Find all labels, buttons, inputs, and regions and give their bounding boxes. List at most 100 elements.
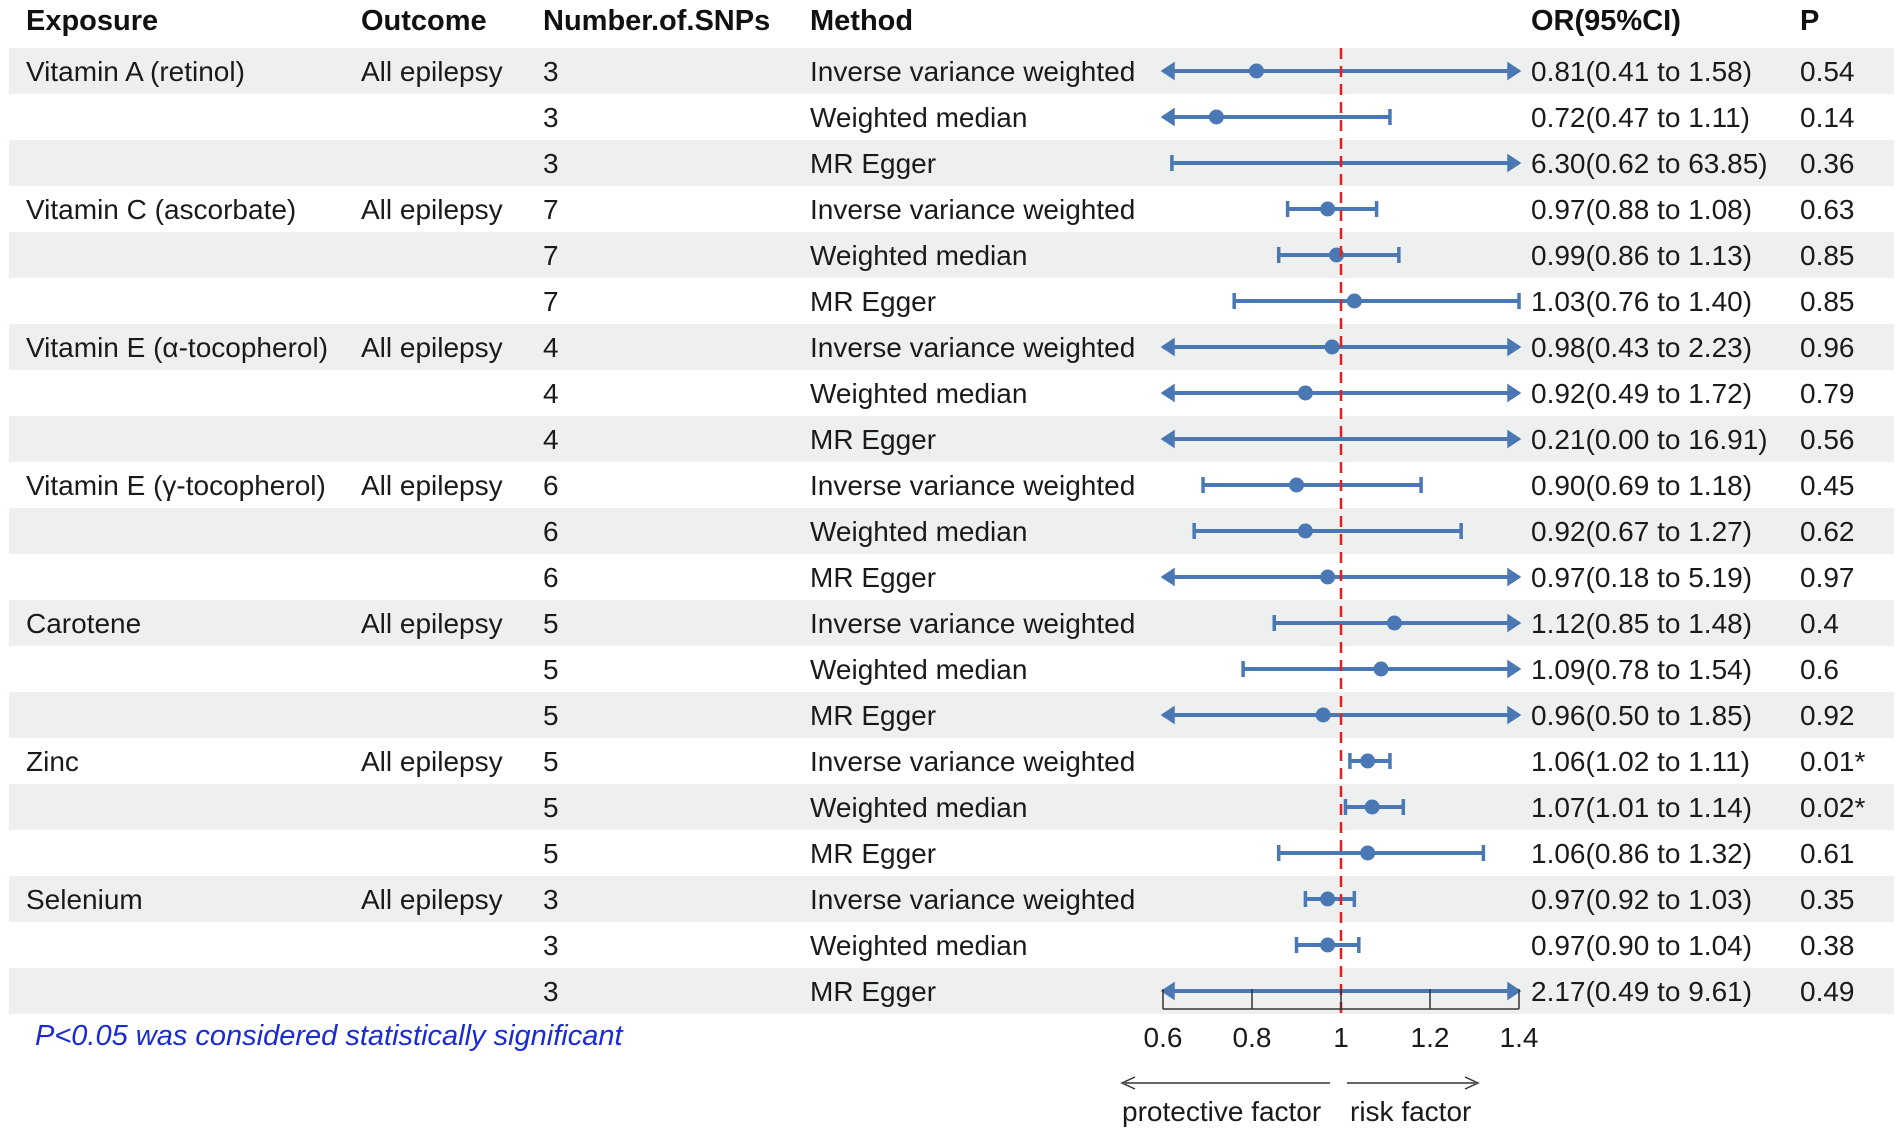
cell-outcome: All epilepsy (361, 56, 503, 87)
row-band (9, 324, 1894, 370)
table-row: 4 MR Egger 0.21(0.00 to 16.91) 0.56 (543, 424, 1855, 455)
table-row: 7 Weighted median 0.99(0.86 to 1.13) 0.85 (543, 240, 1855, 271)
cell-exposure: Vitamin E (γ-tocopherol) (26, 470, 326, 501)
cell-outcome: All epilepsy (361, 332, 503, 363)
row-bands (9, 48, 1894, 1014)
x-axis: 0.6 0.8 1 1.2 1.4 (1144, 989, 1539, 1053)
cell-exposure: Vitamin E (α-tocopherol) (26, 332, 328, 363)
table-row: 3 MR Egger 6.30(0.62 to 63.85) 0.36 (543, 148, 1855, 179)
cell-or-text: 0.81(0.41 to 1.58) (1531, 56, 1752, 87)
cell-p: 0.96 (1800, 332, 1855, 363)
cell-method: MR Egger (810, 424, 936, 455)
cell-snps: 5 (543, 654, 559, 685)
row-band (9, 508, 1894, 554)
or-point (1324, 339, 1340, 355)
header-method: Method (810, 5, 913, 37)
table-row: Selenium All epilepsy 3 Inverse variance we… (26, 884, 1855, 915)
row-band (9, 784, 1894, 830)
header-or: OR(95%CI) (1531, 5, 1681, 37)
table-header: Exposure Outcome Number.of.SNPs Method O… (26, 5, 1819, 37)
cell-p: 0.56 (1800, 424, 1855, 455)
row-band (9, 140, 1894, 186)
cell-snps: 7 (543, 240, 559, 271)
ci-left-arrow (1160, 567, 1175, 587)
cell-method: Weighted median (810, 654, 1027, 685)
ci-right-arrow (1507, 705, 1522, 725)
table-row: 5 MR Egger 0.96(0.50 to 1.85) 0.92 (543, 700, 1855, 731)
cell-method: Weighted median (810, 930, 1027, 961)
cell-outcome: All epilepsy (361, 608, 503, 639)
cell-or-text: 0.96(0.50 to 1.85) (1531, 700, 1752, 731)
cell-p: 0.79 (1800, 378, 1855, 409)
or-point (1346, 293, 1362, 309)
cell-or-text: 0.21(0.00 to 16.91) (1531, 424, 1768, 455)
cell-p: 0.4 (1800, 608, 1839, 639)
cell-or-text: 0.97(0.90 to 1.04) (1531, 930, 1752, 961)
or-point (1320, 937, 1336, 953)
cell-p: 0.38 (1800, 930, 1855, 961)
row-band (9, 416, 1894, 462)
tick-label: 1 (1333, 1022, 1349, 1053)
table-row: Vitamin C (ascorbate) All epilepsy 7 Invers… (26, 194, 1855, 225)
ci-left-arrow (1160, 107, 1175, 127)
cell-p: 0.6 (1800, 654, 1839, 685)
cell-snps: 5 (543, 838, 559, 869)
cell-snps: 3 (543, 148, 559, 179)
or-point (1320, 569, 1336, 585)
table-row: 5 Weighted median 1.07(1.01 to 1.14) 0.02* (543, 792, 1865, 823)
cell-or-text: 1.07(1.01 to 1.14) (1531, 792, 1752, 823)
table-row: 6 MR Egger 0.97(0.18 to 5.19) 0.97 (543, 562, 1855, 593)
cell-or-text: 0.97(0.88 to 1.08) (1531, 194, 1752, 225)
ci-left-arrow (1160, 705, 1175, 725)
ci-right-arrow (1507, 659, 1522, 679)
cell-method: MR Egger (810, 838, 936, 869)
or-point (1297, 385, 1313, 401)
cell-method: Weighted median (810, 792, 1027, 823)
cell-p: 0.01* (1800, 746, 1865, 777)
ci-right-arrow (1507, 567, 1522, 587)
row-band (9, 968, 1894, 1014)
cell-method: MR Egger (810, 562, 936, 593)
cell-p: 0.85 (1800, 286, 1855, 317)
row-band (9, 692, 1894, 738)
table-cells: Vitamin A (retinol) All epilepsy 3 Inverse … (26, 56, 1865, 1007)
cell-method: Weighted median (810, 516, 1027, 547)
ci-right-arrow (1507, 61, 1522, 81)
table-row: 6 Weighted median 0.92(0.67 to 1.27) 0.62 (543, 516, 1855, 547)
row-band (9, 232, 1894, 278)
row-band (9, 876, 1894, 922)
or-point (1320, 201, 1336, 217)
cell-snps: 6 (543, 470, 559, 501)
cell-outcome: All epilepsy (361, 746, 503, 777)
risk-factor-label: risk factor (1350, 1096, 1471, 1127)
cell-snps: 5 (543, 700, 559, 731)
header-snps: Number.of.SNPs (543, 5, 770, 37)
ci-left-arrow (1160, 429, 1175, 449)
cell-exposure: Carotene (26, 608, 141, 639)
cell-exposure: Selenium (26, 884, 143, 915)
cell-snps: 3 (543, 102, 559, 133)
cell-or-text: 0.97(0.92 to 1.03) (1531, 884, 1752, 915)
ci-right-arrow (1507, 383, 1522, 403)
cell-snps: 4 (543, 378, 559, 409)
cell-method: Inverse variance weighted (810, 608, 1135, 639)
protective-factor-label: protective factor (1122, 1096, 1321, 1127)
cell-method: MR Egger (810, 148, 936, 179)
cell-method: Inverse variance weighted (810, 746, 1135, 777)
or-point (1289, 477, 1304, 493)
ci-right-arrow (1507, 153, 1522, 173)
or-point (1364, 799, 1380, 815)
tick-label: 1.4 (1500, 1022, 1539, 1053)
table-row: Vitamin A (retinol) All epilepsy 3 Inverse … (26, 56, 1855, 87)
direction-labels: protective factor risk factor (1120, 1076, 1480, 1127)
cell-or-text: 0.92(0.67 to 1.27) (1531, 516, 1752, 547)
cell-p: 0.36 (1800, 148, 1855, 179)
ci-right-arrow (1507, 613, 1522, 633)
ci-left-arrow (1160, 337, 1175, 357)
cell-p: 0.02* (1800, 792, 1865, 823)
cell-outcome: All epilepsy (361, 470, 503, 501)
cell-or-text: 1.03(0.76 to 1.40) (1531, 286, 1752, 317)
cell-snps: 5 (543, 792, 559, 823)
cell-method: Inverse variance weighted (810, 470, 1135, 501)
tick-label: 0.8 (1233, 1022, 1272, 1053)
